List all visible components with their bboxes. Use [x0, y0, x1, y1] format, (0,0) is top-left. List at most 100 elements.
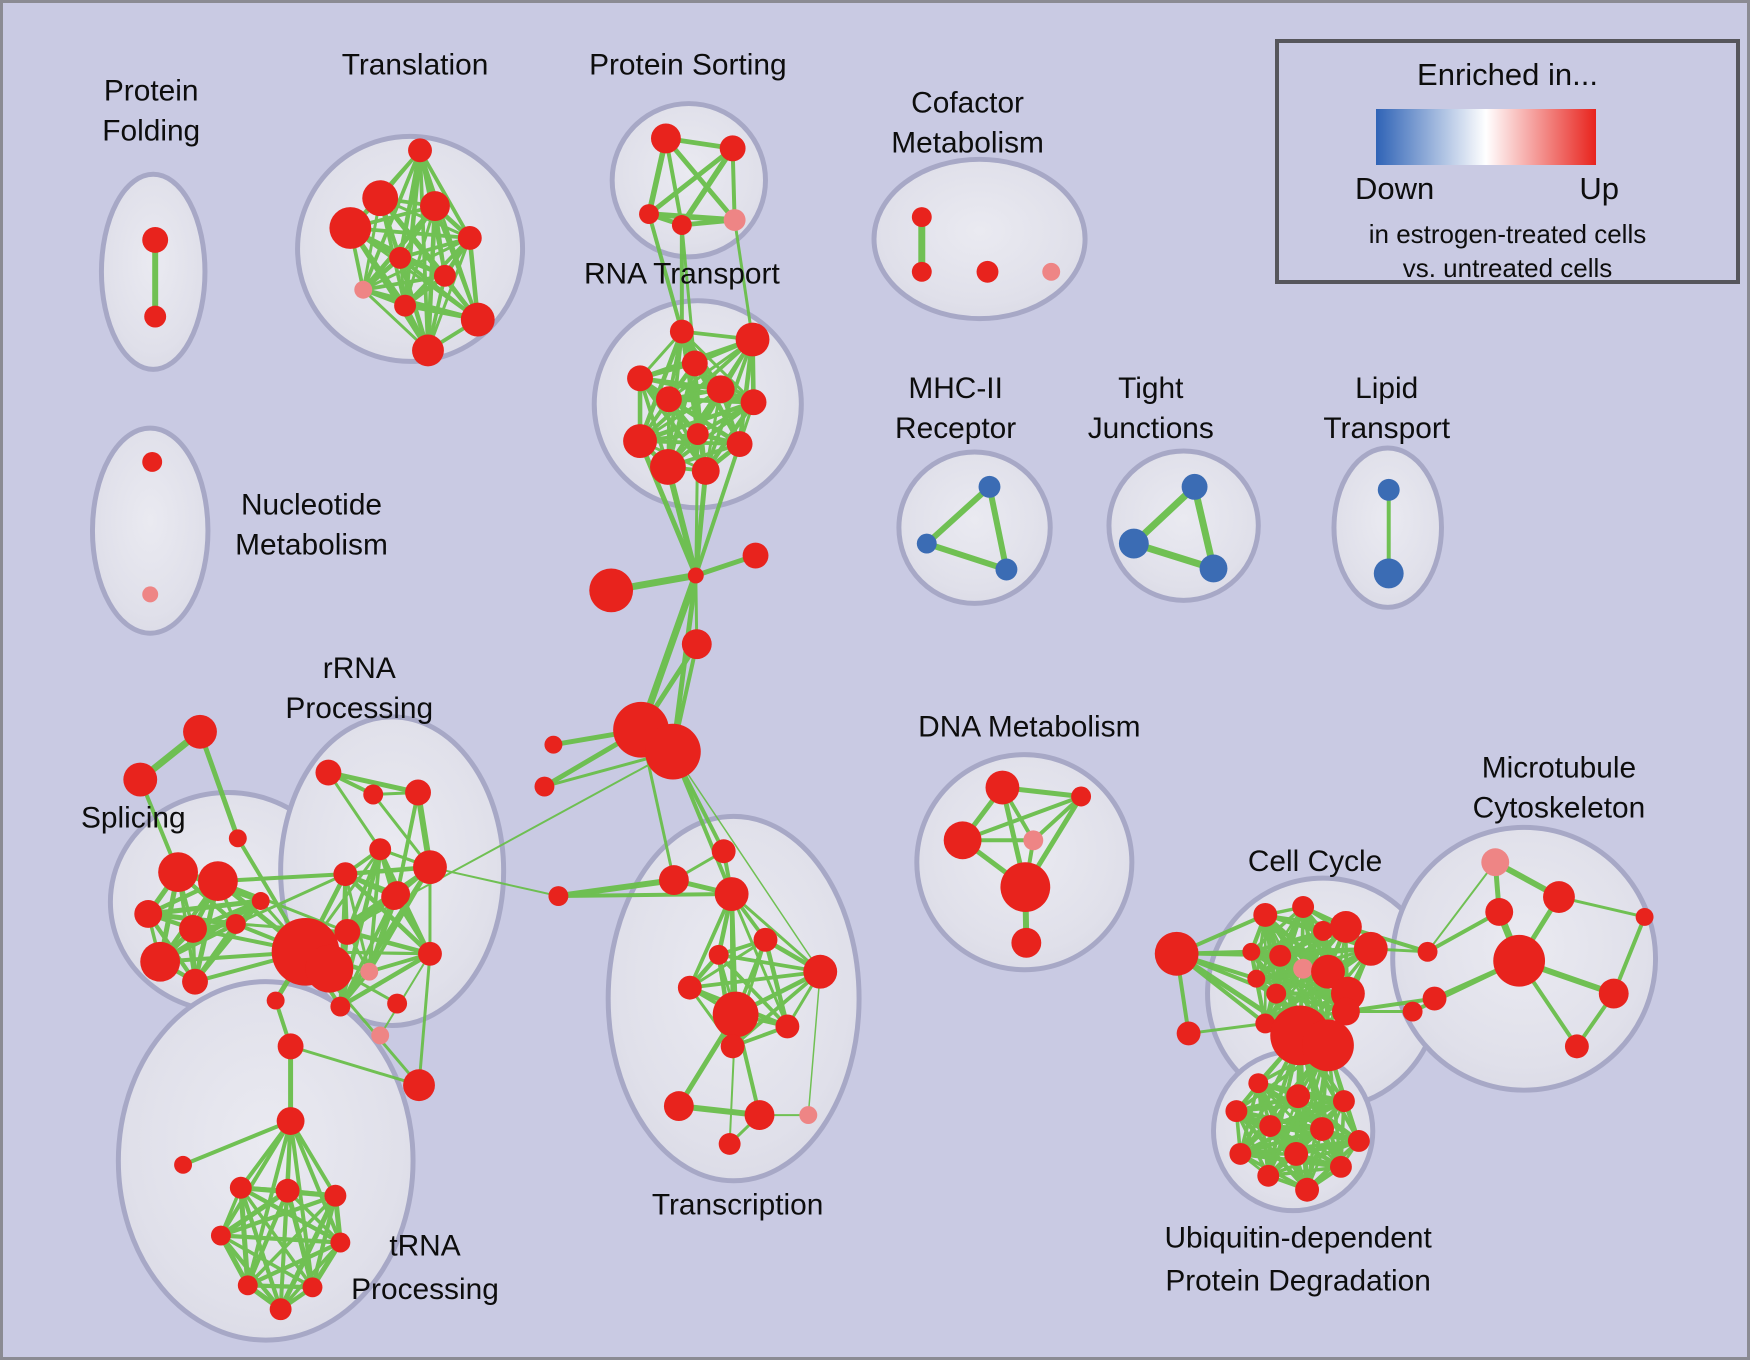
- node-rr7[interactable]: [413, 850, 447, 885]
- node-mc3[interactable]: [1485, 898, 1514, 926]
- node-t2[interactable]: [123, 762, 158, 797]
- node-rt8[interactable]: [686, 423, 709, 446]
- node-tj1[interactable]: [1181, 473, 1208, 500]
- node-tn2[interactable]: [174, 1155, 193, 1174]
- node-sp2[interactable]: [198, 861, 238, 902]
- node-c6[interactable]: [645, 723, 701, 780]
- node-dm3[interactable]: [943, 821, 982, 860]
- node-mh3[interactable]: [995, 558, 1018, 581]
- node-lt1[interactable]: [1377, 478, 1400, 501]
- node-tn7[interactable]: [330, 1232, 351, 1253]
- node-lt2[interactable]: [1373, 558, 1404, 589]
- node-dm4[interactable]: [1023, 830, 1044, 851]
- node-cc16[interactable]: [1331, 997, 1360, 1026]
- node-ps2[interactable]: [719, 135, 746, 162]
- node-cc21[interactable]: [1402, 1001, 1423, 1022]
- node-tr7[interactable]: [433, 264, 456, 287]
- node-tn10[interactable]: [269, 1298, 292, 1321]
- node-rt3[interactable]: [681, 350, 708, 377]
- node-sp1[interactable]: [158, 852, 198, 893]
- node-cc3[interactable]: [1253, 903, 1278, 927]
- node-sp3[interactable]: [134, 900, 163, 928]
- node-c8[interactable]: [534, 776, 555, 797]
- node-ub11[interactable]: [1257, 1164, 1280, 1187]
- node-cm3[interactable]: [976, 260, 999, 283]
- node-tj3[interactable]: [1199, 554, 1228, 583]
- node-cc9[interactable]: [1269, 944, 1292, 967]
- node-ub1[interactable]: [1248, 1073, 1269, 1094]
- node-nm2[interactable]: [142, 586, 159, 603]
- node-tr4[interactable]: [329, 207, 372, 249]
- node-cc20[interactable]: [1422, 986, 1447, 1011]
- node-cc6[interactable]: [1329, 910, 1362, 943]
- node-rr8[interactable]: [334, 918, 361, 945]
- node-rr13[interactable]: [371, 1026, 390, 1045]
- node-c9[interactable]: [548, 886, 569, 906]
- node-cc7[interactable]: [1353, 931, 1388, 966]
- node-mc4[interactable]: [1493, 934, 1546, 987]
- node-tx14[interactable]: [718, 1132, 741, 1155]
- node-dm6[interactable]: [1011, 927, 1042, 958]
- node-rr12[interactable]: [360, 962, 379, 981]
- node-tn1[interactable]: [276, 1107, 305, 1135]
- node-dm1[interactable]: [985, 770, 1020, 805]
- node-rr14[interactable]: [330, 996, 351, 1017]
- node-rt12[interactable]: [691, 456, 720, 485]
- node-rt1[interactable]: [669, 319, 694, 344]
- node-rt10[interactable]: [726, 431, 753, 457]
- node-rt9[interactable]: [623, 424, 657, 458]
- node-mc5[interactable]: [1598, 978, 1629, 1009]
- node-t1[interactable]: [183, 714, 217, 749]
- node-sp7[interactable]: [182, 968, 208, 995]
- node-tx10[interactable]: [720, 1034, 745, 1059]
- node-sp5[interactable]: [225, 913, 246, 934]
- node-tx7[interactable]: [677, 975, 702, 1000]
- node-tn9[interactable]: [302, 1277, 323, 1298]
- node-ub6[interactable]: [1310, 1117, 1334, 1141]
- node-mc1[interactable]: [1481, 848, 1510, 877]
- node-c1[interactable]: [687, 567, 704, 584]
- node-tn3[interactable]: [229, 1176, 252, 1199]
- node-tr6[interactable]: [389, 246, 412, 269]
- node-cc15[interactable]: [1255, 1013, 1276, 1034]
- node-tx2[interactable]: [711, 839, 736, 864]
- node-tn6[interactable]: [210, 1225, 231, 1246]
- node-pf1[interactable]: [142, 227, 169, 253]
- node-rt11[interactable]: [649, 449, 686, 485]
- node-tr10[interactable]: [460, 302, 495, 337]
- node-tr9[interactable]: [394, 294, 417, 317]
- node-ub7[interactable]: [1347, 1130, 1370, 1152]
- node-tx1[interactable]: [658, 865, 689, 896]
- node-cc1[interactable]: [1154, 931, 1199, 976]
- node-ub4[interactable]: [1225, 1100, 1248, 1123]
- node-tr11[interactable]: [412, 334, 444, 367]
- node-c3[interactable]: [589, 568, 634, 613]
- node-tx4[interactable]: [753, 927, 778, 952]
- node-rr3[interactable]: [405, 779, 431, 806]
- node-cc13[interactable]: [1247, 969, 1266, 988]
- node-dm2[interactable]: [1071, 786, 1092, 807]
- node-rr10[interactable]: [418, 941, 442, 966]
- node-tr2[interactable]: [362, 180, 399, 217]
- node-ub3[interactable]: [1332, 1090, 1355, 1113]
- node-tn5[interactable]: [324, 1184, 347, 1207]
- node-tr5[interactable]: [457, 226, 482, 250]
- node-rt4[interactable]: [627, 365, 653, 392]
- node-pf2[interactable]: [144, 305, 167, 328]
- node-cm4[interactable]: [1042, 262, 1061, 281]
- node-cc11[interactable]: [1311, 954, 1345, 989]
- node-sp4[interactable]: [179, 914, 207, 943]
- node-rt2[interactable]: [735, 322, 770, 357]
- node-mc6[interactable]: [1564, 1034, 1589, 1059]
- node-ps5[interactable]: [723, 209, 746, 231]
- node-mh2[interactable]: [916, 533, 937, 554]
- node-cc2[interactable]: [1176, 1021, 1201, 1046]
- node-ub10[interactable]: [1329, 1155, 1352, 1178]
- node-tx9[interactable]: [775, 1014, 800, 1039]
- node-rr9[interactable]: [381, 884, 408, 910]
- node-cm2[interactable]: [911, 261, 932, 282]
- node-tx5[interactable]: [708, 944, 729, 965]
- node-ps1[interactable]: [650, 123, 681, 154]
- node-c2[interactable]: [742, 542, 769, 569]
- node-tx12[interactable]: [744, 1100, 775, 1131]
